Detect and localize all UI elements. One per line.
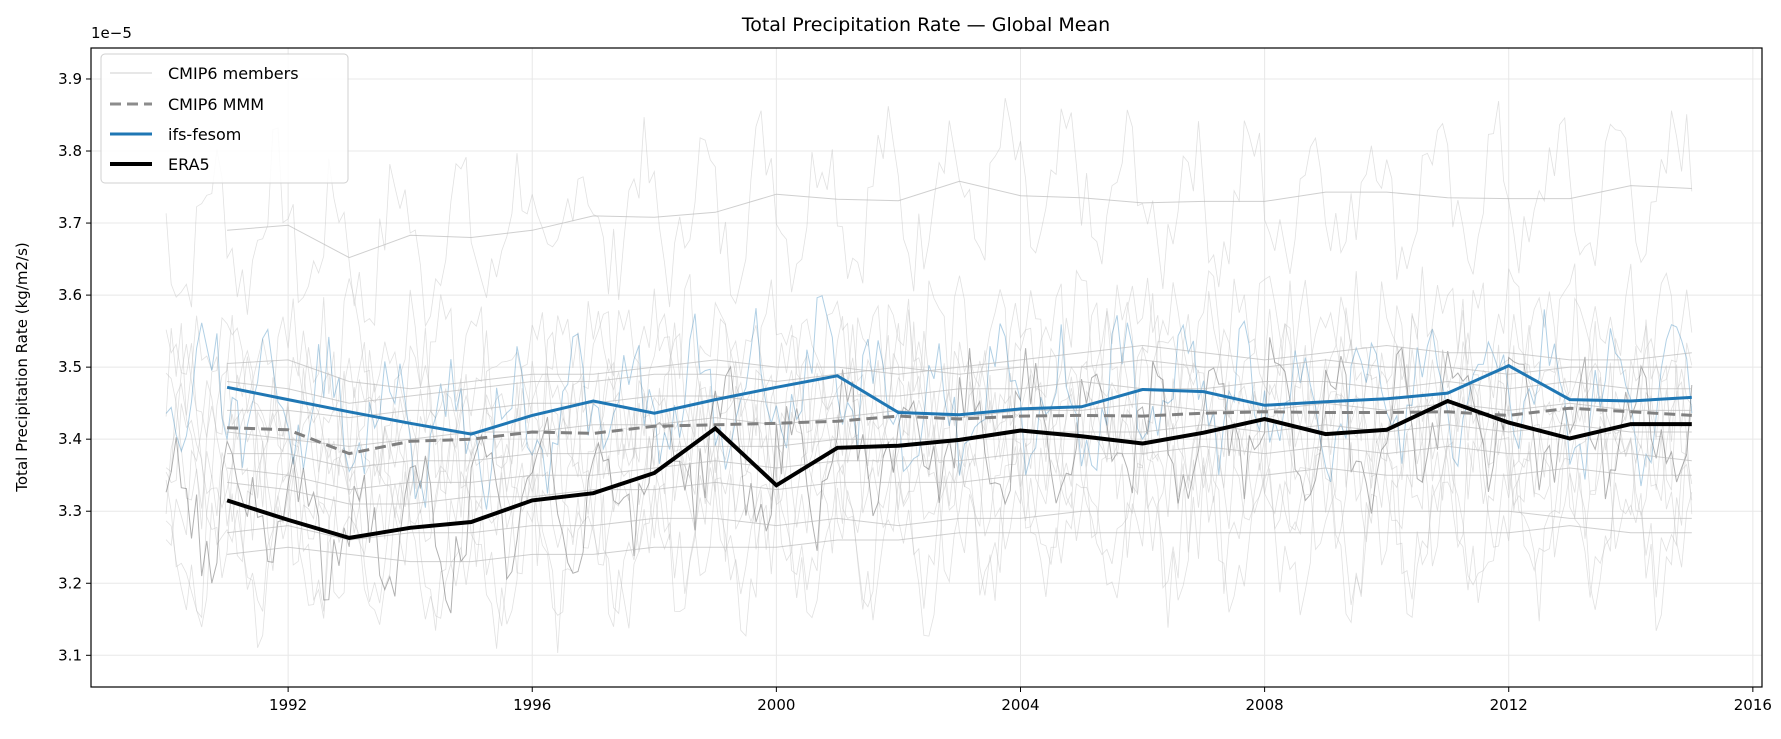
member-annual-line [227, 359, 1692, 404]
legend-box [100, 53, 349, 184]
y-tick-label: 3.4 [58, 430, 82, 448]
member-annual-line [227, 380, 1692, 419]
member-monthly-line [165, 379, 1693, 600]
x-tick-label: 2008 [1246, 696, 1284, 714]
y-tick-label: 3.6 [58, 286, 82, 304]
cmip6-mmm-line [227, 406, 1692, 456]
member-annual-line [227, 525, 1692, 563]
x-tick-label: 1992 [269, 696, 307, 714]
era5-monthly-line [165, 337, 1693, 614]
era5-line [226, 398, 1692, 540]
y-tick-label: 3.7 [58, 214, 82, 232]
member-monthly-line [165, 311, 1693, 518]
x-tick-label: 2000 [757, 696, 795, 714]
y-tick-label: 3.1 [58, 646, 82, 664]
monthly-lines [165, 98, 1693, 654]
member-monthly-line [165, 290, 1693, 509]
x-tick-label: 2004 [1001, 696, 1039, 714]
x-tick-label: 2012 [1490, 696, 1528, 714]
axis-ticks: 1992 1996 2000 2004 2008 2012 2016 3.1 3.2 3.3 3.4… [58, 70, 1772, 714]
member-annual-line [227, 180, 1692, 259]
x-tick-label: 1996 [513, 696, 551, 714]
annual-lines [226, 180, 1692, 563]
member-monthly-line [165, 345, 1693, 567]
member-annual-line [227, 344, 1692, 390]
x-tick-label: 2016 [1734, 696, 1772, 714]
legend: CMIP6 members CMIP6 MMM ifs-fesom ERA5 [100, 53, 349, 184]
y-tick-label: 3.2 [58, 574, 82, 592]
member-annual-line [227, 467, 1692, 505]
y-tick-label: 3.5 [58, 358, 82, 376]
ifs-fesom-line [226, 364, 1692, 436]
y-tick-label: 3.8 [58, 142, 82, 160]
member-annual-line [227, 510, 1692, 541]
legend-label-mmm: CMIP6 MMM [168, 95, 264, 114]
y-tick-label: 3.3 [58, 502, 82, 520]
ifs-fesom-monthly-line [165, 295, 1693, 510]
chart-title: Total Precipitation Rate — Global Mean [741, 14, 1110, 36]
y-axis-label: Total Precipitation Rate (kg/m2/s) [13, 242, 31, 492]
legend-label-ifs-fesom: ifs-fesom [168, 125, 241, 144]
member-monthly-line [165, 432, 1693, 654]
member-monthly-line [165, 98, 1693, 328]
legend-label-members: CMIP6 members [168, 64, 299, 83]
member-annual-line [227, 445, 1692, 491]
member-monthly-line [165, 345, 1693, 548]
member-monthly-line [165, 266, 1693, 494]
y-offset-label: 1e−5 [91, 24, 132, 42]
y-tick-label: 3.9 [58, 70, 82, 88]
legend-label-era5: ERA5 [168, 155, 210, 174]
